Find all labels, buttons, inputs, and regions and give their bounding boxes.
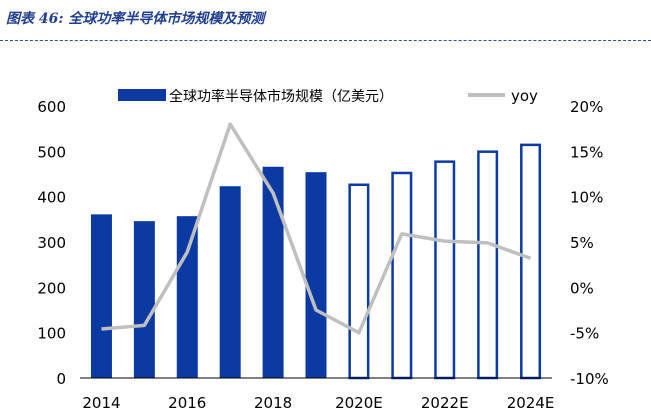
right-tick-label: 15% [570, 143, 603, 161]
legend-bar-swatch [118, 89, 166, 101]
left-tick-label: 200 [37, 279, 66, 297]
figure-title: 图表 46: 全球功率半导体市场规模及预测 [6, 11, 265, 27]
title-divider [0, 40, 651, 41]
forecast-bar [348, 183, 370, 380]
forecast-bar [477, 150, 499, 380]
right-tick-label: -10% [570, 370, 609, 388]
x-axis-ticks: 2014 2016 2018 2020E 2022E 2024E [82, 394, 554, 412]
forecast-bar [434, 160, 456, 380]
left-axis-ticks: 0 100 200 300 400 500 600 [37, 98, 66, 388]
right-tick-label: 10% [570, 189, 603, 207]
legend-bar-label: 全球功率半导体市场规模（亿美元） [169, 88, 393, 105]
forecast-bar [520, 143, 542, 380]
bar [176, 216, 198, 378]
forecast-bar [391, 171, 413, 380]
yoy-line [101, 122, 532, 335]
right-axis-ticks: -10% -5% 0% 5% 10% 15% 20% [570, 98, 609, 388]
left-tick-label: 600 [37, 98, 66, 116]
x-tick-label: 2022E [421, 394, 469, 412]
bar [90, 214, 112, 378]
right-tick-label: -5% [570, 325, 599, 343]
x-tick-label: 2020E [335, 394, 383, 412]
legend-line-label: yoy [511, 87, 538, 105]
right-tick-label: 0% [570, 279, 594, 297]
left-tick-label: 100 [37, 325, 66, 343]
left-tick-label: 0 [56, 370, 66, 388]
left-tick-label: 300 [37, 234, 66, 252]
x-tick-label: 2024E [507, 394, 555, 412]
bar [133, 221, 155, 378]
x-tick-label: 2018 [254, 394, 292, 412]
right-tick-label: 20% [570, 98, 603, 116]
bar [219, 186, 241, 378]
bar [262, 166, 284, 378]
bar-series [90, 143, 542, 380]
left-tick-label: 400 [37, 189, 66, 207]
left-tick-label: 500 [37, 143, 66, 161]
legend: 全球功率半导体市场规模（亿美元） yoy [118, 87, 538, 105]
bar [305, 172, 327, 378]
x-tick-label: 2016 [168, 394, 206, 412]
right-tick-label: 5% [570, 234, 594, 252]
x-tick-label: 2014 [82, 394, 120, 412]
